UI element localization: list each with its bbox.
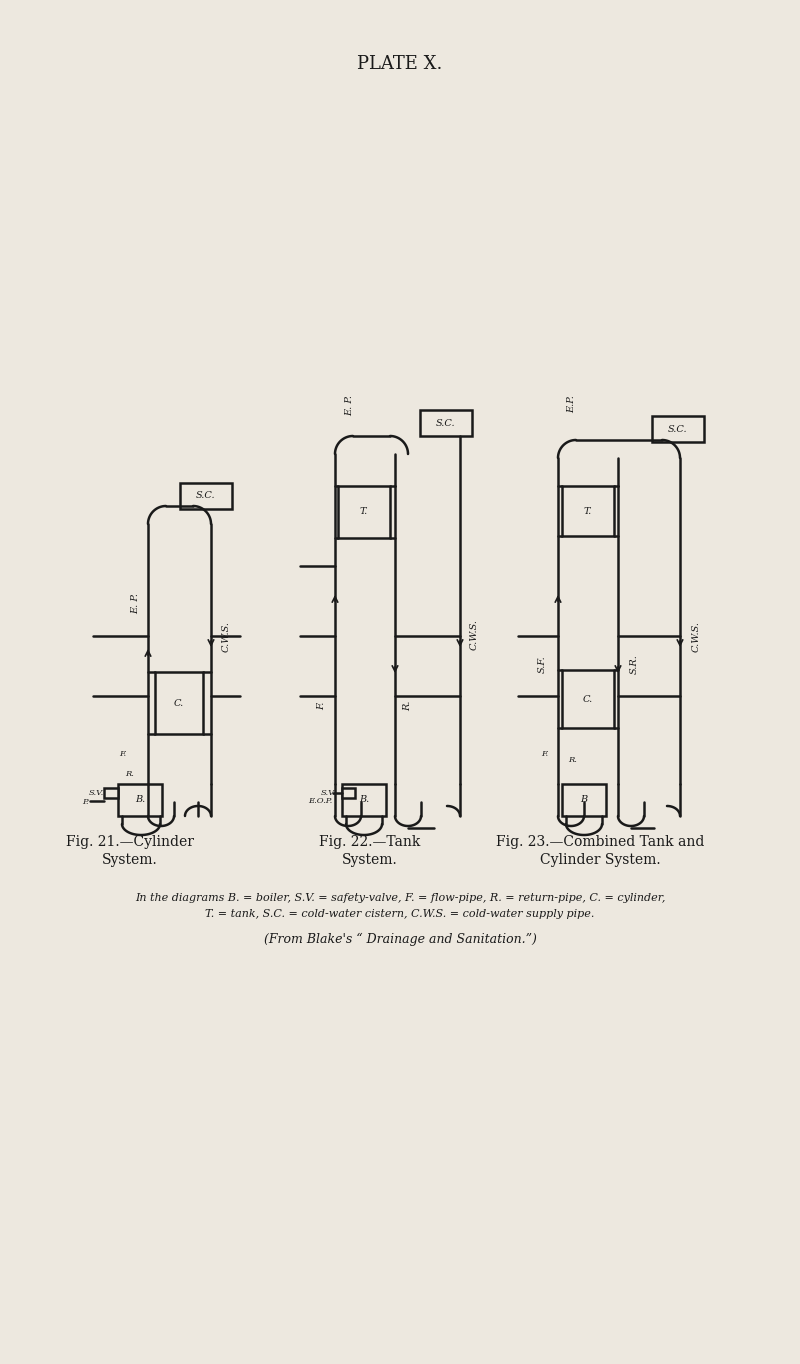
Bar xyxy=(104,788,118,798)
Bar xyxy=(180,483,232,509)
Text: E. P.: E. P. xyxy=(346,396,354,416)
Text: In the diagrams B. = boiler, S.V. = safety-valve, F. = flow-pipe, R. = return-pi: In the diagrams B. = boiler, S.V. = safe… xyxy=(135,893,665,903)
Bar xyxy=(118,784,162,816)
Text: F.: F. xyxy=(542,750,549,758)
Text: B: B xyxy=(581,795,587,805)
Text: E.P.: E.P. xyxy=(567,396,577,413)
Text: P.: P. xyxy=(82,798,88,806)
Text: S.C.: S.C. xyxy=(196,491,216,501)
Text: B.: B. xyxy=(135,795,145,805)
Text: R.: R. xyxy=(403,701,413,711)
Text: C.W.S.: C.W.S. xyxy=(470,618,478,649)
Bar xyxy=(562,670,614,728)
Bar xyxy=(652,416,704,442)
Text: C.W.S.: C.W.S. xyxy=(222,621,230,652)
Bar xyxy=(338,486,390,537)
Bar xyxy=(155,672,203,734)
Text: R.: R. xyxy=(569,756,578,764)
Text: Cylinder System.: Cylinder System. xyxy=(540,852,660,868)
Text: T.: T. xyxy=(360,507,368,517)
Text: E.O.P.: E.O.P. xyxy=(308,797,332,805)
Bar xyxy=(420,411,472,436)
Text: System.: System. xyxy=(342,852,398,868)
Text: C.: C. xyxy=(583,694,593,704)
Text: System.: System. xyxy=(102,852,158,868)
Text: (From Blake's “ Drainage and Sanitation.”): (From Blake's “ Drainage and Sanitation.… xyxy=(263,933,537,945)
Bar xyxy=(562,784,606,816)
Text: Fig. 23.—Combined Tank and: Fig. 23.—Combined Tank and xyxy=(496,835,704,848)
Text: S.V.: S.V. xyxy=(88,788,104,797)
Text: Fig. 21.—Cylinder: Fig. 21.—Cylinder xyxy=(66,835,194,848)
Text: B.: B. xyxy=(359,795,369,805)
Text: C.W.S.: C.W.S. xyxy=(691,621,701,652)
Text: R.: R. xyxy=(126,771,134,777)
Text: F.: F. xyxy=(318,702,326,711)
Text: S.C.: S.C. xyxy=(436,419,456,427)
Text: PLATE X.: PLATE X. xyxy=(358,55,442,74)
Text: C.: C. xyxy=(174,698,184,708)
Text: S.R.: S.R. xyxy=(630,655,638,674)
Bar xyxy=(342,788,355,798)
Text: Fig. 22.—Tank: Fig. 22.—Tank xyxy=(319,835,421,848)
Text: S.V.: S.V. xyxy=(320,788,336,797)
Text: E. P.: E. P. xyxy=(131,593,141,615)
Bar xyxy=(342,784,386,816)
Text: T.: T. xyxy=(584,506,592,516)
Text: T. = tank, S.C. = cold-water cistern, C.W.S. = cold-water supply pipe.: T. = tank, S.C. = cold-water cistern, C.… xyxy=(206,908,594,919)
Text: S.C.: S.C. xyxy=(668,424,688,434)
Text: F.: F. xyxy=(119,750,126,758)
Text: S.F.: S.F. xyxy=(538,655,546,672)
Bar xyxy=(562,486,614,536)
